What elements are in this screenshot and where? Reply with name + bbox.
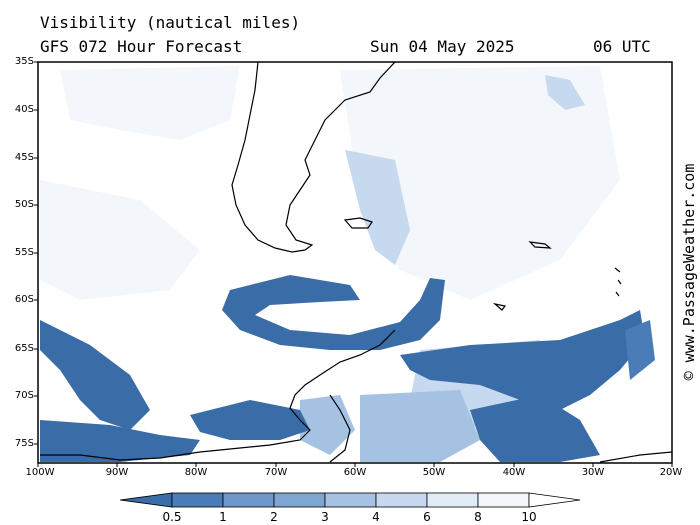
- axis-ticks: [34, 61, 673, 467]
- south-georgia: [528, 241, 552, 249]
- colorbar-segment-0: [119, 492, 173, 508]
- antarctic-peninsula-coast: [40, 329, 396, 461]
- lon-label: 70W: [264, 467, 288, 478]
- fog-amundsen: [40, 420, 200, 462]
- lon-label: 90W: [105, 467, 129, 478]
- fog-south-atlantic: [470, 395, 600, 462]
- forecast-subtitle: GFS 072 Hour Forecast: [40, 37, 243, 56]
- light-patch-ne: [545, 75, 585, 110]
- colorbar-label: 6: [423, 510, 431, 524]
- colorbar-segment-4: [324, 492, 377, 508]
- lon-label: 30W: [581, 467, 605, 478]
- colorbar-segment-1: [171, 492, 224, 508]
- fog-band-pacific: [40, 320, 150, 430]
- lat-label: 45S: [14, 152, 34, 163]
- fog-swirl-drake: [222, 275, 445, 350]
- south-sandwich-islands: [614, 267, 622, 297]
- colorbar-segment-3: [273, 492, 326, 508]
- colorbar-label: 0.5: [162, 510, 182, 524]
- lon-label: 80W: [184, 467, 208, 478]
- haze-region-east: [340, 66, 620, 300]
- haze-region-north: [60, 66, 240, 140]
- fog-bellingshausen: [190, 400, 310, 440]
- forecast-time: 06 UTC: [593, 37, 651, 56]
- lon-label: 20W: [659, 467, 683, 478]
- weddell-coast: [329, 394, 351, 463]
- map-title: Visibility (nautical miles): [40, 13, 301, 32]
- lon-label: 50W: [422, 467, 446, 478]
- colorbar-label: 3: [321, 510, 329, 524]
- lon-label: 100W: [25, 467, 55, 478]
- colorbar-label: 2: [270, 510, 278, 524]
- falkland-islands: [343, 217, 373, 229]
- colorbar-segment-7: [477, 492, 530, 508]
- lat-label: 55S: [14, 247, 34, 258]
- light-band-atlantic: [345, 150, 410, 265]
- colorbar-label: 1: [219, 510, 227, 524]
- lat-label: 40S: [14, 104, 34, 115]
- colorbar-label: 4: [372, 510, 380, 524]
- lat-label: 60S: [14, 294, 34, 305]
- visibility-field: [38, 62, 672, 463]
- colorbar: [119, 492, 581, 508]
- lon-label: 40W: [502, 467, 526, 478]
- lat-label: 35S: [14, 56, 34, 67]
- lat-label: 50S: [14, 199, 34, 210]
- lat-label: 75S: [14, 438, 34, 449]
- colorbar-segment-5: [375, 492, 428, 508]
- light-patch-peninsula: [300, 395, 355, 455]
- colorbar-segment-8: [528, 492, 581, 508]
- haze-region-pacific: [40, 180, 200, 300]
- colorbar-label: 8: [474, 510, 482, 524]
- light-patch-weddell: [360, 390, 480, 462]
- colorbar-label: 10: [521, 510, 537, 524]
- lat-label: 70S: [14, 390, 34, 401]
- colorbar-segment-6: [426, 492, 479, 508]
- south-orkney-islands: [492, 302, 507, 311]
- fog-band-weddell: [400, 310, 645, 410]
- colorbar-segment-2: [222, 492, 275, 508]
- forecast-date: Sun 04 May 2025: [370, 37, 515, 56]
- fog-east-edge: [625, 320, 655, 380]
- queen-maud-coast: [599, 451, 672, 463]
- coastlines: [40, 62, 672, 463]
- lat-label: 65S: [14, 343, 34, 354]
- lon-label: 60W: [343, 467, 367, 478]
- south-america-coast: [231, 62, 396, 253]
